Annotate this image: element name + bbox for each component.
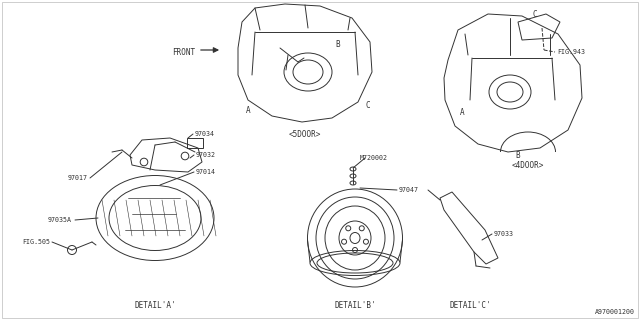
Text: DETAIL'B': DETAIL'B' — [334, 300, 376, 309]
Text: C: C — [532, 10, 538, 19]
Bar — [187, 138, 203, 148]
Text: 97032: 97032 — [196, 152, 216, 158]
Text: A: A — [246, 106, 250, 115]
Text: M720002: M720002 — [360, 155, 388, 161]
Text: 97033: 97033 — [494, 231, 514, 237]
Text: 97035A: 97035A — [48, 217, 72, 223]
Text: FRONT: FRONT — [172, 47, 195, 57]
Text: C: C — [365, 100, 371, 109]
Text: FIG.943: FIG.943 — [557, 49, 585, 55]
Text: A970001200: A970001200 — [595, 309, 635, 315]
Text: FIG.505: FIG.505 — [22, 239, 50, 245]
Text: 97017: 97017 — [68, 175, 88, 181]
Text: DETAIL'C': DETAIL'C' — [449, 300, 491, 309]
Text: DETAIL'A': DETAIL'A' — [134, 300, 176, 309]
Text: <4DOOR>: <4DOOR> — [512, 161, 544, 170]
Text: 97034: 97034 — [195, 131, 215, 137]
Text: A: A — [460, 108, 464, 116]
Text: B: B — [336, 39, 340, 49]
Text: B: B — [516, 150, 520, 159]
Text: <5DOOR>: <5DOOR> — [289, 130, 321, 139]
Text: 97047: 97047 — [399, 187, 419, 193]
Text: 97014: 97014 — [196, 169, 216, 175]
